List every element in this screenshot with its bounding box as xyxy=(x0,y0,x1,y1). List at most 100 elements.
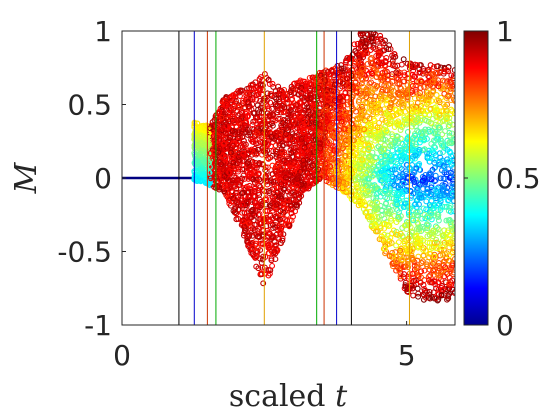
data-point xyxy=(396,267,403,273)
data-point xyxy=(436,265,443,272)
data-point xyxy=(355,176,362,183)
data-point xyxy=(435,226,442,233)
data-point xyxy=(420,205,427,212)
data-point xyxy=(373,58,380,65)
data-point xyxy=(289,189,296,196)
data-point xyxy=(248,208,255,215)
data-point xyxy=(288,91,295,98)
data-point xyxy=(250,110,257,117)
data-point xyxy=(272,242,279,249)
data-point xyxy=(435,286,442,293)
data-point xyxy=(439,244,446,251)
data-point xyxy=(431,150,438,157)
data-point xyxy=(223,145,229,152)
data-point xyxy=(343,181,350,187)
data-point xyxy=(293,155,300,162)
data-point xyxy=(414,209,421,216)
data-point xyxy=(260,226,266,233)
data-point xyxy=(401,271,408,278)
data-point xyxy=(374,124,381,131)
data-point xyxy=(400,56,407,63)
data-point xyxy=(372,93,379,100)
data-point xyxy=(255,106,262,113)
data-point xyxy=(413,212,420,219)
data-point xyxy=(257,178,264,185)
data-point xyxy=(259,86,266,93)
data-point xyxy=(372,221,378,228)
data-point xyxy=(222,155,229,162)
data-point xyxy=(433,92,440,98)
data-point xyxy=(230,162,237,169)
data-point xyxy=(367,101,374,108)
data-point xyxy=(337,103,344,110)
data-point xyxy=(275,83,282,90)
data-point xyxy=(239,166,246,173)
data-point xyxy=(382,59,389,65)
data-point xyxy=(312,136,319,143)
data-point xyxy=(256,109,263,116)
data-point xyxy=(351,41,358,48)
data-point xyxy=(278,195,285,202)
data-point xyxy=(287,89,294,96)
data-point xyxy=(370,65,377,72)
data-point xyxy=(360,83,367,90)
data-point xyxy=(257,270,264,277)
data-point xyxy=(424,185,431,192)
data-point xyxy=(269,80,276,87)
data-point xyxy=(298,84,305,91)
data-point xyxy=(377,202,384,209)
data-point xyxy=(223,101,230,108)
data-point xyxy=(418,274,425,281)
data-point xyxy=(302,92,309,98)
data-point xyxy=(316,69,323,76)
data-point xyxy=(331,97,338,104)
data-point xyxy=(374,83,381,90)
data-point xyxy=(289,165,296,172)
data-point xyxy=(395,121,402,128)
data-point xyxy=(438,114,444,121)
data-point xyxy=(251,227,258,234)
data-point xyxy=(279,96,286,103)
data-point xyxy=(440,175,447,182)
data-point xyxy=(290,149,297,156)
data-point xyxy=(312,147,319,154)
data-point xyxy=(424,67,431,73)
data-point xyxy=(412,123,419,130)
data-point xyxy=(205,150,212,157)
data-point xyxy=(390,252,397,259)
data-point xyxy=(413,103,420,110)
data-point xyxy=(265,266,272,273)
data-point xyxy=(251,164,258,171)
data-point xyxy=(435,217,442,224)
data-point xyxy=(417,69,424,76)
data-point xyxy=(260,280,267,287)
data-point xyxy=(370,31,377,36)
data-point xyxy=(411,95,418,102)
data-point xyxy=(306,183,313,189)
data-point xyxy=(229,124,236,131)
data-point xyxy=(394,190,401,197)
data-point xyxy=(420,282,427,289)
data-point xyxy=(398,122,405,129)
data-point xyxy=(244,90,251,97)
data-point xyxy=(449,152,455,159)
data-point xyxy=(262,173,269,180)
data-point xyxy=(342,109,349,116)
data-point xyxy=(420,252,427,259)
data-point xyxy=(412,201,419,208)
data-point xyxy=(368,88,375,95)
data-point xyxy=(423,206,430,213)
data-point xyxy=(425,96,432,103)
data-point xyxy=(389,141,395,148)
data-point xyxy=(276,236,283,242)
data-point xyxy=(256,160,263,166)
data-point xyxy=(301,180,308,187)
data-point xyxy=(392,153,399,160)
data-point xyxy=(412,73,419,80)
data-point xyxy=(389,57,396,64)
data-point xyxy=(404,70,411,77)
data-point xyxy=(235,154,242,160)
data-point xyxy=(241,175,248,182)
data-point xyxy=(363,172,370,179)
data-point xyxy=(410,176,417,183)
